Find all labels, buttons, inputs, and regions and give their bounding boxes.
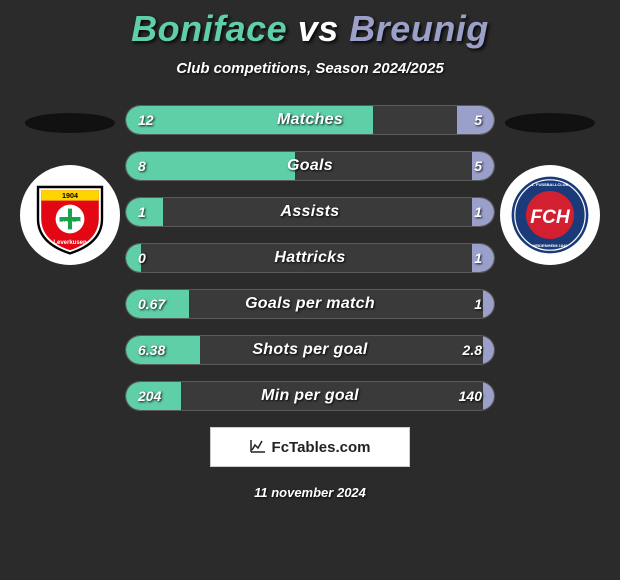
svg-text:HEIDENHEIM 1846: HEIDENHEIM 1846 xyxy=(532,243,568,248)
fc-heidenheim-logo-icon: 1. FUSSBALLCLUB HEIDENHEIM 1846 FCH xyxy=(510,175,590,255)
comparison-title: Boniface vs Breunig xyxy=(0,0,620,50)
svg-text:Leverkusen: Leverkusen xyxy=(53,240,87,246)
bayer-leverkusen-logo-icon: 1904 BAYER Leverkusen xyxy=(30,175,110,255)
attribution-text: FcTables.com xyxy=(272,439,371,456)
stat-label: Min per goal xyxy=(126,382,494,410)
player1-name: Boniface xyxy=(131,8,287,49)
stat-label: Matches xyxy=(126,106,494,134)
stat-row: 6.382.8Shots per goal xyxy=(125,335,495,365)
stat-row: 85Goals xyxy=(125,151,495,181)
stat-label: Assists xyxy=(126,198,494,226)
svg-text:1. FUSSBALLCLUB: 1. FUSSBALLCLUB xyxy=(532,182,569,187)
player2-name: Breunig xyxy=(349,8,489,49)
club-right-circle: 1. FUSSBALLCLUB HEIDENHEIM 1846 FCH xyxy=(500,165,600,265)
club-left-circle: 1904 BAYER Leverkusen xyxy=(20,165,120,265)
stat-label: Goals per match xyxy=(126,290,494,318)
stat-row: 0.671Goals per match xyxy=(125,289,495,319)
stat-row: 01Hattricks xyxy=(125,243,495,273)
stat-row: 125Matches xyxy=(125,105,495,135)
vs-text: vs xyxy=(298,8,339,49)
shadow-left xyxy=(25,113,115,133)
attribution-badge: FcTables.com xyxy=(210,427,410,467)
stat-label: Goals xyxy=(126,152,494,180)
stat-label: Shots per goal xyxy=(126,336,494,364)
svg-text:1904: 1904 xyxy=(62,191,78,200)
comparison-stage: 1904 BAYER Leverkusen 1. FUSSBALLCLUB HE… xyxy=(0,105,620,411)
stat-row: 11Assists xyxy=(125,197,495,227)
stat-bars-container: 125Matches 85Goals 11Assists 01Hattricks 0.6… xyxy=(125,105,495,411)
svg-text:FCH: FCH xyxy=(530,207,571,228)
shadow-right xyxy=(505,113,595,133)
stat-row: 204140Min per goal xyxy=(125,381,495,411)
date-text: 11 november 2024 xyxy=(0,485,620,500)
stat-label: Hattricks xyxy=(126,244,494,272)
subtitle: Club competitions, Season 2024/2025 xyxy=(0,60,620,77)
chart-icon xyxy=(250,439,266,456)
